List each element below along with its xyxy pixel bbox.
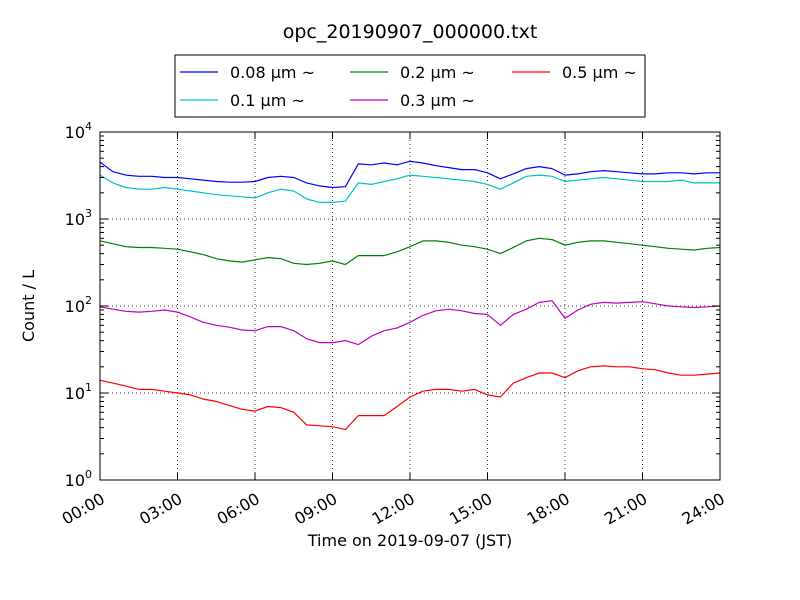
x-tick-label: 12:00 xyxy=(369,489,418,529)
x-tick-label: 21:00 xyxy=(601,489,650,529)
x-tick-label: 18:00 xyxy=(524,489,573,529)
legend-label: 0.08 μm ~ xyxy=(230,63,315,82)
x-tick-label: 00:00 xyxy=(59,489,108,529)
legend: 0.08 μm ~ 0.1 μm ~ 0.2 μm ~ 0.3 μm ~ 0.5 μm … xyxy=(174,54,646,118)
x-tick-label: 09:00 xyxy=(291,489,340,529)
series-line xyxy=(99,174,720,203)
legend-frame xyxy=(174,54,646,118)
x-tick-label: 03:00 xyxy=(136,489,185,529)
gridlines xyxy=(99,131,721,481)
chart-title: opc_20190907_000000.txt xyxy=(283,21,538,43)
y-tick-label: 103 xyxy=(65,207,92,229)
y-tick-label: 101 xyxy=(65,381,92,403)
series-lines xyxy=(99,160,721,431)
legend-label: 0.5 μm ~ xyxy=(562,63,637,82)
axis-ticks: 00:00 03:00 06:00 09:00 12:00 15:00 18:00 21:00… xyxy=(59,120,728,529)
x-tick-label: 15:00 xyxy=(446,489,495,529)
series-line xyxy=(99,160,720,189)
series-line xyxy=(99,300,721,346)
y-tick-label: 100 xyxy=(65,468,92,490)
series-line xyxy=(99,365,721,431)
series-line xyxy=(99,237,721,266)
x-tick-label: 06:00 xyxy=(214,489,263,529)
legend-label: 0.2 μm ~ xyxy=(400,63,475,82)
legend-label: 0.1 μm ~ xyxy=(230,91,305,110)
y-axis-label: Count / L xyxy=(19,270,38,342)
legend-label: 0.3 μm ~ xyxy=(400,91,475,110)
y-tick-label: 104 xyxy=(65,120,92,142)
y-tick-label: 102 xyxy=(65,294,92,316)
x-tick-label: 24:00 xyxy=(679,489,728,529)
x-axis-label: Time on 2019-09-07 (JST) xyxy=(307,531,512,550)
